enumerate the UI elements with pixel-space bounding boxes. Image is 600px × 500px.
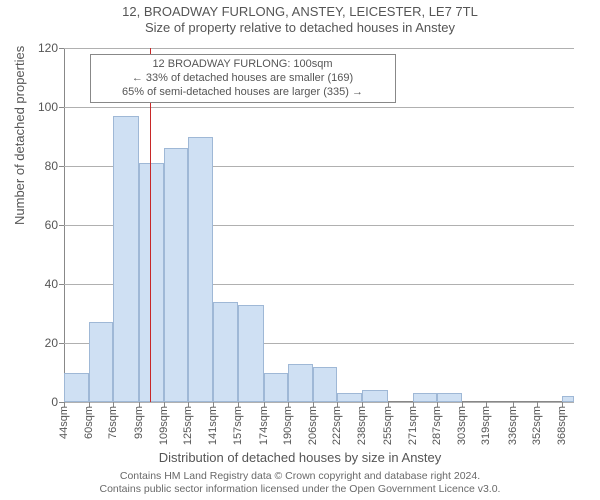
ytick-label: 100 (38, 100, 64, 114)
xtick-label: 319sqm (480, 402, 492, 445)
xtick-label: 303sqm (456, 402, 468, 445)
xtick-label: 157sqm (232, 402, 244, 445)
plot-area: 02040608010012044sqm60sqm76sqm93sqm109sq… (64, 48, 574, 402)
chart-title-main: 12, BROADWAY FURLONG, ANSTEY, LEICESTER,… (0, 4, 600, 19)
annotation-line-3: 65% of semi-detached houses are larger (… (99, 86, 387, 100)
ytick-label: 60 (45, 218, 64, 232)
xtick-label: 60sqm (83, 402, 95, 439)
ytick-label: 40 (45, 277, 64, 291)
x-axis-label: Distribution of detached houses by size … (0, 450, 600, 465)
xtick-label: 76sqm (107, 402, 119, 439)
xtick-label: 271sqm (407, 402, 419, 445)
histogram-bar (164, 148, 189, 402)
xtick-label: 44sqm (58, 402, 70, 439)
chart-area: 02040608010012044sqm60sqm76sqm93sqm109sq… (64, 48, 574, 402)
xtick-label: 93sqm (133, 402, 145, 439)
xtick-label: 222sqm (331, 402, 343, 445)
xtick-label: 190sqm (282, 402, 294, 445)
ytick-label: 80 (45, 159, 64, 173)
xtick-label: 336sqm (507, 402, 519, 445)
gridline (64, 107, 574, 108)
y-axis-label: Number of detached properties (12, 46, 27, 225)
xtick-label: 255sqm (382, 402, 394, 445)
histogram-bar (437, 393, 462, 402)
footer-line-1: Contains HM Land Registry data © Crown c… (0, 470, 600, 483)
histogram-bar (413, 393, 438, 402)
chart-title-sub: Size of property relative to detached ho… (0, 20, 600, 35)
annotation-line-2: ← 33% of detached houses are smaller (16… (99, 72, 387, 86)
xtick-label: 109sqm (158, 402, 170, 445)
histogram-bar (64, 373, 89, 403)
xtick-label: 125sqm (182, 402, 194, 445)
ytick-label: 20 (45, 336, 64, 350)
xtick-label: 238sqm (356, 402, 368, 445)
histogram-bar (113, 116, 139, 402)
xtick-label: 174sqm (258, 402, 270, 445)
xtick-label: 206sqm (307, 402, 319, 445)
histogram-bar (264, 373, 289, 403)
xtick-label: 141sqm (207, 402, 219, 445)
annotation-box: 12 BROADWAY FURLONG: 100sqm← 33% of deta… (90, 54, 396, 103)
xtick-label: 368sqm (556, 402, 568, 445)
histogram-bar (337, 393, 362, 402)
xtick-label: 287sqm (431, 402, 443, 445)
histogram-bar (89, 322, 114, 402)
footer-line-2: Contains public sector information licen… (0, 483, 600, 496)
histogram-bar (313, 367, 338, 402)
gridline (64, 48, 574, 49)
ytick-label: 120 (38, 41, 64, 55)
histogram-bar (213, 302, 238, 402)
histogram-bar (188, 137, 213, 403)
annotation-line-1: 12 BROADWAY FURLONG: 100sqm (99, 58, 387, 72)
histogram-bar (288, 364, 313, 402)
xtick-label: 352sqm (531, 402, 543, 445)
histogram-bar (362, 390, 388, 402)
histogram-bar (139, 163, 164, 402)
footer-attribution: Contains HM Land Registry data © Crown c… (0, 470, 600, 495)
histogram-bar (238, 305, 264, 402)
